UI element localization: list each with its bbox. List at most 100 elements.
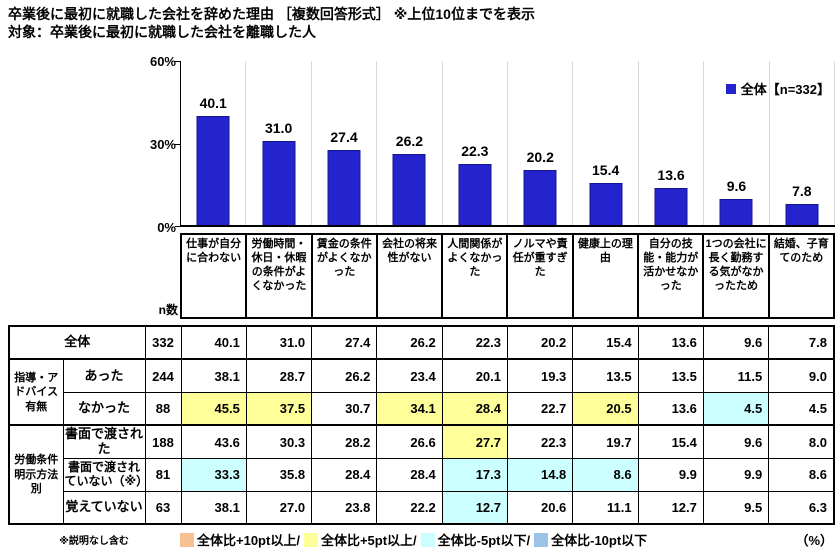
chart-column: 27.4 (312, 61, 378, 226)
bar-value-label: 26.2 (395, 132, 424, 149)
row-label: 全体 (8, 325, 146, 360)
data-cell: 9.6 (702, 325, 770, 360)
chart-column: 22.3 (443, 61, 509, 226)
data-cell: 13.6 (637, 325, 704, 360)
data-cell: 20.1 (441, 358, 509, 393)
category-boxes: 仕事が自分に合わない 労働時間・休日・休暇の条件がよくなかった 賃金の条件がよくなか… (180, 233, 835, 320)
bar (785, 204, 819, 226)
row-n-value: 88 (144, 391, 182, 426)
bar-value-label: 20.2 (526, 149, 554, 166)
bar-value-label: 15.4 (592, 162, 620, 179)
data-cell: 12.7 (637, 490, 704, 525)
table-row: 全体 332 40.1 31.0 27.4 26.2 22.3 20.2 15.4 13.6 9.6… (8, 325, 835, 360)
bar (458, 164, 492, 226)
bar-value-label: 27.4 (330, 129, 358, 146)
row-n-value: 244 (144, 358, 182, 393)
chart-column: 9.6 (704, 61, 770, 226)
page-title: 卒業後に最初に就職した会社を辞めた理由 ［複数回答形式］ ※上位10位までを表示 (8, 6, 535, 22)
bar (392, 153, 426, 226)
data-cell: 6.3 (768, 490, 835, 525)
highlight-swatch-icon (303, 532, 318, 547)
data-cell: 13.6 (637, 391, 704, 426)
data-cell: 26.2 (311, 358, 378, 393)
chart-column: 40.1 (181, 61, 247, 226)
data-cell: 9.9 (637, 457, 704, 492)
bar-value-label: 7.8 (792, 183, 812, 200)
data-cell: 20.5 (572, 391, 639, 426)
chart-column: 31.0 (246, 61, 312, 226)
data-cell: 4.5 (768, 391, 835, 426)
category-header-cell: 会社の将来性がない (375, 235, 441, 318)
category-header-cell: 労働時間・休日・休暇の条件がよくなかった (245, 235, 310, 318)
row-label: 書面で渡されていない（※） (62, 457, 148, 492)
table-row: 覚えていない 63 38.1 27.0 23.8 22.2 12.7 20.6 11.1 12.7… (9, 490, 835, 525)
data-cell: 11.5 (702, 358, 770, 393)
chart-column: 26.2 (377, 61, 443, 226)
data-cell: 28.4 (376, 457, 443, 492)
category-header-cell: 1つの会社に長く勤務する気がなかったため (702, 235, 767, 318)
data-cell: 34.1 (376, 391, 443, 426)
highlight-legend-item: 全体比-10pt以下 (534, 530, 647, 549)
data-cell: 22.7 (506, 391, 574, 426)
category-header-row: n数 仕事が自分に合わない 労働時間・休日・休暇の条件がよくなかった 賃金の条件がよ… (8, 233, 835, 320)
bar-value-label: 22.3 (461, 143, 489, 160)
chart-column: 15.4 (573, 61, 639, 226)
row-n-value: 332 (144, 325, 182, 360)
data-cell: 30.3 (245, 424, 313, 459)
data-cell: 45.5 (180, 391, 247, 426)
data-cell: 7.8 (768, 325, 835, 360)
data-cell: 38.1 (180, 358, 247, 393)
footnote: ※説明なし含む (59, 536, 129, 548)
data-cell: 27.7 (441, 424, 509, 459)
category-header-cell: 自分の技能・能力が活かせなかった (637, 235, 702, 318)
data-cell: 31.0 (245, 325, 313, 360)
table-row: なかった 88 45.5 37.5 30.7 34.1 28.4 22.7 20.5 13.6 4.… (9, 391, 835, 426)
bar (327, 150, 361, 226)
row-label: 書面で渡された (62, 424, 146, 459)
legend-series-swatch-icon (725, 83, 736, 94)
row-n-value: 81 (144, 457, 182, 492)
y-axis-tick-60: 60% (149, 54, 176, 70)
highlight-legend-label: 全体比+5pt以上/ (320, 533, 417, 549)
data-cell: 26.2 (376, 325, 443, 360)
data-cell: 15.4 (637, 424, 704, 459)
page-subtitle: 対象：卒業後に最初に就職した会社を離職した人 (8, 24, 316, 41)
data-cell: 28.7 (245, 358, 313, 393)
data-cell: 28.4 (311, 457, 378, 492)
data-cell: 13.5 (572, 358, 639, 393)
highlight-legend-label: 全体比-10pt以下 (551, 533, 648, 549)
category-header-cell: 健康上の理由 (571, 235, 637, 318)
row-n-value: 63 (144, 490, 182, 525)
bar (719, 199, 753, 226)
data-cell: 23.8 (311, 490, 378, 525)
chart-column: 13.6 (639, 61, 705, 226)
data-cell: 27.0 (245, 490, 313, 525)
row-group-label: 労働条件明示方法別 (8, 424, 64, 525)
data-cell: 28.2 (311, 424, 378, 459)
highlight-legend-item: 全体比-5pt以下/ (420, 530, 530, 549)
data-cell: 9.0 (768, 358, 835, 393)
data-cell: 13.5 (637, 358, 704, 393)
data-cell: 22.2 (376, 490, 443, 525)
data-cell: 19.7 (572, 424, 639, 459)
plot-area: 40.1 31.0 27.4 26.2 22.3 20.2 15.4 13.6 9.6 7.8 (180, 61, 836, 228)
data-cell: 30.7 (311, 391, 378, 426)
data-cell: 27.4 (311, 325, 378, 360)
highlight-legend: 全体比+10pt以上/全体比+5pt以上/全体比-5pt以下/全体比-10pt以… (180, 530, 647, 549)
category-header-cell: ノルマや責任が重すぎた (506, 235, 571, 318)
bar (589, 183, 623, 226)
row-label: あった (62, 358, 146, 393)
chart-column: 20.2 (508, 61, 574, 226)
data-cell: 17.3 (441, 457, 509, 492)
highlight-legend-label: 全体比+10pt以上/ (197, 533, 300, 549)
title-block: 卒業後に最初に就職した会社を辞めた理由 ［複数回答形式］ ※上位10位までを表示… (0, 0, 840, 41)
bar-value-label: 31.0 (264, 119, 293, 136)
data-table: 全体 332 40.1 31.0 27.4 26.2 22.3 20.2 15.4 13.6 9.6… (8, 325, 835, 526)
data-cell: 14.8 (506, 457, 574, 492)
data-cell: 28.4 (441, 391, 509, 426)
unit-label: （%） (795, 533, 833, 549)
data-cell: 22.3 (506, 424, 574, 459)
data-cell: 26.6 (376, 424, 443, 459)
highlight-swatch-icon (534, 532, 549, 547)
data-cell: 20.6 (506, 490, 574, 525)
